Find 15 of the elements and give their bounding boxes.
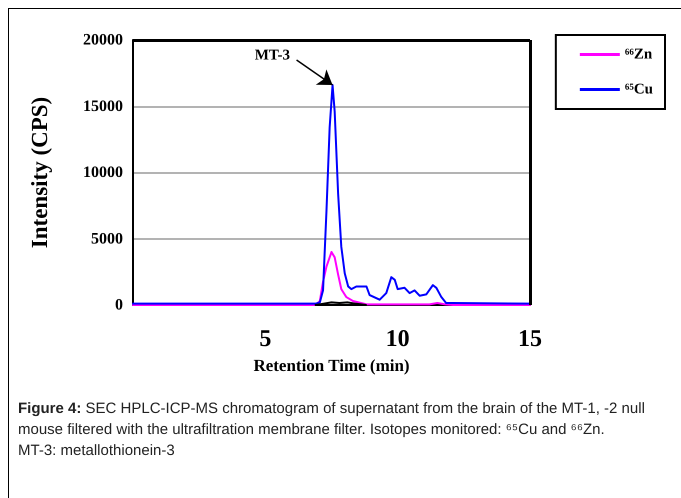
y-axis-title: Intensity (CPS)	[27, 96, 52, 248]
x-axis-title: Retention Time (min)	[253, 356, 410, 375]
y-tick-label: 10000	[83, 164, 123, 181]
x-tick-label: 5	[259, 326, 272, 352]
caption: Figure 4: SEC HPLC-ICP-MS chromatogram of supernatant from the brain of the MT-1, -2 null mouse filtered with the ultrafiltration membrane filter. Isotopes monitored: ⁶⁵Cu and ⁶⁶Zn.	[18, 399, 646, 440]
text: MT-3: metallothionein-3	[18, 441, 176, 461]
annotation: MT-3	[254, 47, 290, 64]
y-tick-label: 5000	[91, 230, 123, 248]
x-tick-label: 15	[518, 326, 542, 352]
y-tick-label: 0	[115, 296, 123, 314]
legend-label: ⁶⁵Cu	[624, 82, 654, 98]
x-tick-label: 10	[386, 326, 410, 352]
legend-label: ⁶⁶Zn	[624, 46, 653, 62]
y-tick-label: 20000	[83, 32, 123, 48]
y-tick-label: 15000	[83, 98, 123, 115]
